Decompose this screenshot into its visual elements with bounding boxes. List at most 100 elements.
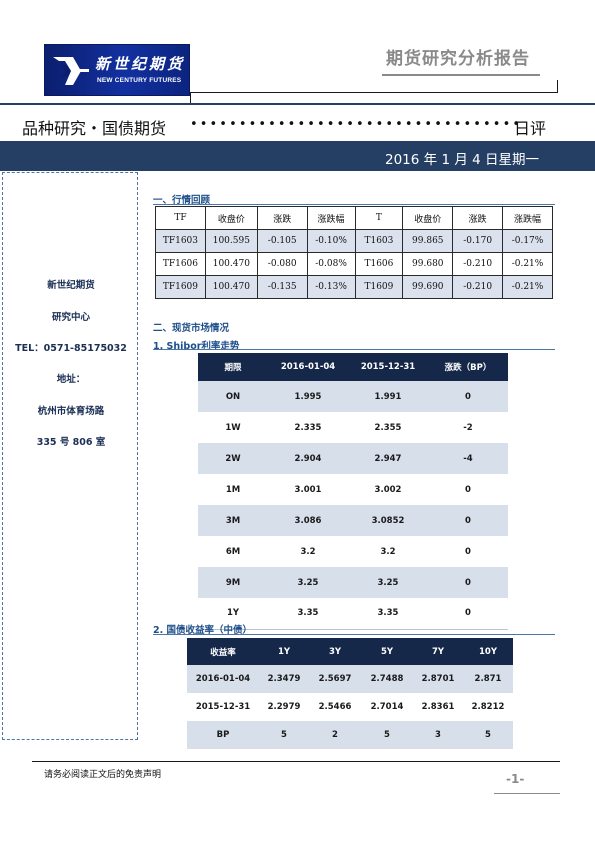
- table-cell: -0.08%: [306, 252, 356, 276]
- column-header: 涨跌: [256, 206, 308, 230]
- table-cell: 5: [361, 721, 413, 749]
- table-cell: -0.21%: [502, 252, 553, 276]
- table-cell: 2.3479: [259, 665, 309, 693]
- column-header: 1Y: [259, 638, 309, 665]
- table-header-row: 收益率 1Y 3Y 5Y 7Y 10Y: [187, 638, 513, 665]
- table-cell: BP: [187, 721, 259, 749]
- table-cell: 5: [259, 721, 309, 749]
- table-cell: 3.001: [268, 474, 348, 505]
- table-row: 2015-12-31 2.2979 2.5466 2.7014 2.8361 2…: [187, 693, 513, 721]
- table-cell: 2W: [198, 443, 268, 474]
- column-header: T: [354, 206, 404, 230]
- section-dots: ••••••••••••••••••••••••••••••••••: [190, 117, 523, 132]
- table-cell: 1M: [198, 474, 268, 505]
- table-cell: 2016-01-04: [187, 665, 259, 693]
- table-row: 2W 2.904 2.947 -4: [198, 443, 508, 474]
- table-cell: -4: [428, 443, 508, 474]
- table-cell: 100.470: [204, 252, 258, 276]
- table-cell: 0: [428, 381, 508, 412]
- table-cell: 99.865: [402, 229, 454, 253]
- table-cell: 2.8701: [413, 665, 463, 693]
- table-cell: -0.13%: [306, 275, 356, 299]
- table-row: 1M 3.001 3.002 0: [198, 474, 508, 505]
- page-number-rule: [494, 793, 560, 794]
- table-cell: 0: [428, 505, 508, 536]
- table-cell: 2.7488: [361, 665, 413, 693]
- futures-table: TF 收盘价 涨跌 涨跌幅 T 收盘价 涨跌 涨跌幅 TF1603 100.59…: [155, 206, 553, 299]
- table-cell: 3.35: [268, 598, 348, 629]
- header-divider: [557, 80, 558, 93]
- shibor-heading: 1. Shibor利率走势: [153, 341, 240, 352]
- table-cell: 3.0852: [348, 505, 428, 536]
- section-suffix: 日评: [514, 119, 547, 138]
- logo-text-cn: 新世纪期货: [95, 55, 186, 73]
- table-row: BP 5 2 5 3 5: [187, 721, 513, 749]
- table-cell: 1Y: [198, 598, 268, 629]
- table-cell: -0.21%: [502, 275, 553, 299]
- table-row: TF1609 100.470 -0.135 -0.13% T1609 99.69…: [155, 275, 553, 299]
- sidebar-address-line: 杭州市体育场路: [37, 406, 105, 417]
- heading-rule: [153, 634, 555, 635]
- table-cell: 3.2: [268, 536, 348, 567]
- table-cell: 99.680: [402, 252, 454, 276]
- column-header: 10Y: [463, 638, 513, 665]
- table-row: 1Y 3.35 3.35 0: [198, 598, 508, 629]
- column-header: 涨跌（BP）: [428, 353, 508, 381]
- table-cell: 2.355: [348, 412, 428, 443]
- sidebar-dept: 研究中心: [51, 312, 90, 323]
- table-cell: 2.947: [348, 443, 428, 474]
- table-cell: -0.135: [256, 275, 308, 299]
- report-title: 期货研究分析报告: [386, 49, 530, 69]
- table-cell: 2.904: [268, 443, 348, 474]
- table-row: 1W 2.335 2.355 -2: [198, 412, 508, 443]
- table-cell: 2.7014: [361, 693, 413, 721]
- table-cell: 3: [413, 721, 463, 749]
- column-header: 期限: [198, 353, 268, 381]
- table-cell: 2.5466: [309, 693, 361, 721]
- table-cell: 99.690: [402, 275, 454, 299]
- contact-sidebar: 新世纪期货 研究中心 TEL：0571-85175032 地址： 杭州市体育场路…: [2, 172, 138, 740]
- table-row: 6M 3.2 3.2 0: [198, 536, 508, 567]
- table-cell: TF1606: [155, 252, 206, 276]
- table-cell: 3M: [198, 505, 268, 536]
- heading-rule: [153, 204, 555, 205]
- table-cell: -0.210: [452, 275, 504, 299]
- sidebar-company: 新世纪期货: [47, 280, 95, 291]
- table-cell: 1.995: [268, 381, 348, 412]
- logo-emblem-icon: [53, 57, 89, 85]
- column-header: 涨跌幅: [306, 206, 356, 230]
- table-cell: 100.595: [204, 229, 258, 253]
- table-cell: 2.2979: [259, 693, 309, 721]
- column-header: 涨跌幅: [502, 206, 553, 230]
- table-cell: 2.871: [463, 665, 513, 693]
- table-cell: 3.35: [348, 598, 428, 629]
- sidebar-tel: TEL：0571-85175032: [15, 343, 127, 354]
- column-header: 2016-01-04: [268, 353, 348, 381]
- column-header: 收益率: [187, 638, 259, 665]
- table-cell: T1603: [354, 229, 404, 253]
- footer-rule: [32, 761, 560, 762]
- header-divider: [190, 92, 191, 104]
- table-row: TF1606 100.470 -0.080 -0.08% T1606 99.68…: [155, 252, 553, 276]
- table-cell: -0.170: [452, 229, 504, 253]
- column-header: 收盘价: [204, 206, 258, 230]
- table-row: 2016-01-04 2.3479 2.5697 2.7488 2.8701 2…: [187, 665, 513, 693]
- table-cell: T1609: [354, 275, 404, 299]
- table-row: 9M 3.25 3.25 0: [198, 567, 508, 598]
- sidebar-address-label: 地址：: [56, 374, 86, 385]
- table-cell: 3.25: [348, 567, 428, 598]
- table-cell: -0.210: [452, 252, 504, 276]
- table-cell: 2.5697: [309, 665, 361, 693]
- date-band: [0, 141, 595, 171]
- report-date: 2016 年 1 月 4 日星期一: [385, 152, 539, 168]
- table-cell: 2.8212: [463, 693, 513, 721]
- disclaimer-note: 请务必阅读正文后的免责声明: [44, 770, 162, 780]
- table-cell: 100.470: [204, 275, 258, 299]
- table-cell: 1W: [198, 412, 268, 443]
- table-cell: TF1609: [155, 275, 206, 299]
- table-cell: 0: [428, 598, 508, 629]
- table-cell: 5: [463, 721, 513, 749]
- table-cell: 2.335: [268, 412, 348, 443]
- logo-text-en: NEW CENTURY FUTURES: [97, 77, 182, 84]
- table-cell: 3.2: [348, 536, 428, 567]
